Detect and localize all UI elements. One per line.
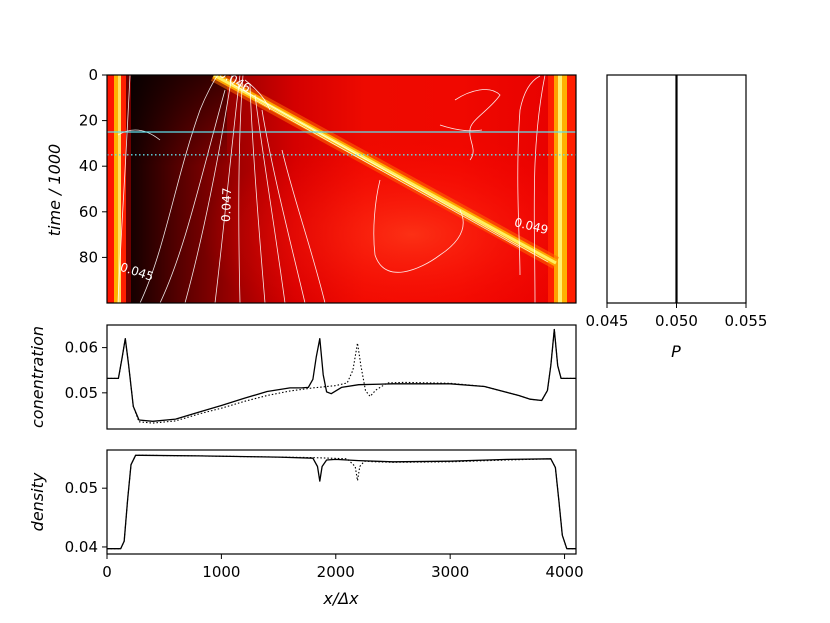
pressure-panel: 0.045 0.050 0.055 P bbox=[586, 74, 768, 361]
pressure-x-label: P bbox=[671, 342, 681, 361]
pressure-xtick-label: 0.055 bbox=[725, 312, 768, 330]
heatmap-y-label: time / 1000 bbox=[45, 144, 64, 236]
concentration-panel: 0.05 0.06 conentration bbox=[28, 324, 577, 430]
heatmap-y-ticks: 0 20 40 60 80 bbox=[79, 66, 107, 266]
density-ytick-label: 0.04 bbox=[65, 538, 98, 556]
density-x-label: x/Δx bbox=[322, 589, 359, 608]
contour-lines bbox=[117, 75, 549, 303]
concentration-ytick-label: 0.06 bbox=[65, 339, 98, 357]
density-x-ticks: 0 1000 2000 3000 4000 bbox=[102, 554, 584, 581]
density-xtick-label: 1000 bbox=[202, 563, 240, 581]
density-xtick-label: 3000 bbox=[431, 563, 469, 581]
density-ytick-label: 0.05 bbox=[65, 479, 98, 497]
heatmap-ytick-label: 40 bbox=[79, 157, 98, 175]
density-frame bbox=[106, 449, 577, 555]
density-y-label: density bbox=[28, 472, 47, 531]
pressure-x-ticks: 0.045 0.050 0.055 bbox=[586, 303, 768, 330]
concentration-frame bbox=[106, 324, 577, 430]
density-xtick-label: 0 bbox=[102, 563, 112, 581]
density-y-ticks: 0.04 0.05 bbox=[65, 479, 107, 556]
time-markers bbox=[107, 131, 576, 156]
contour-label: 0.047 bbox=[219, 187, 234, 222]
concentration-line-solid bbox=[107, 328, 576, 422]
heatmap-frame bbox=[106, 74, 577, 304]
density-line-dotted bbox=[107, 454, 576, 550]
density-series bbox=[107, 454, 576, 550]
left-wall-band bbox=[107, 75, 131, 303]
heatmap-ytick-label: 20 bbox=[79, 112, 98, 130]
heatmap-ytick-label: 60 bbox=[79, 203, 98, 221]
heatmap-ytick-label: 80 bbox=[79, 248, 98, 266]
density-xtick-label: 2000 bbox=[317, 563, 355, 581]
concentration-series bbox=[107, 328, 576, 424]
pressure-xtick-label: 0.045 bbox=[586, 312, 629, 330]
concentration-y-ticks: 0.05 0.06 bbox=[65, 339, 107, 402]
density-xtick-label: 4000 bbox=[545, 563, 583, 581]
pressure-xtick-label: 0.050 bbox=[655, 312, 698, 330]
concentration-y-label: conentration bbox=[28, 326, 47, 428]
concentration-ytick-label: 0.05 bbox=[65, 384, 98, 402]
heatmap-ytick-label: 0 bbox=[88, 66, 98, 84]
right-wall-band bbox=[548, 75, 576, 303]
density-panel: 0.04 0.05 0 1000 2000 3000 4000 density x/Δx bbox=[28, 449, 584, 608]
